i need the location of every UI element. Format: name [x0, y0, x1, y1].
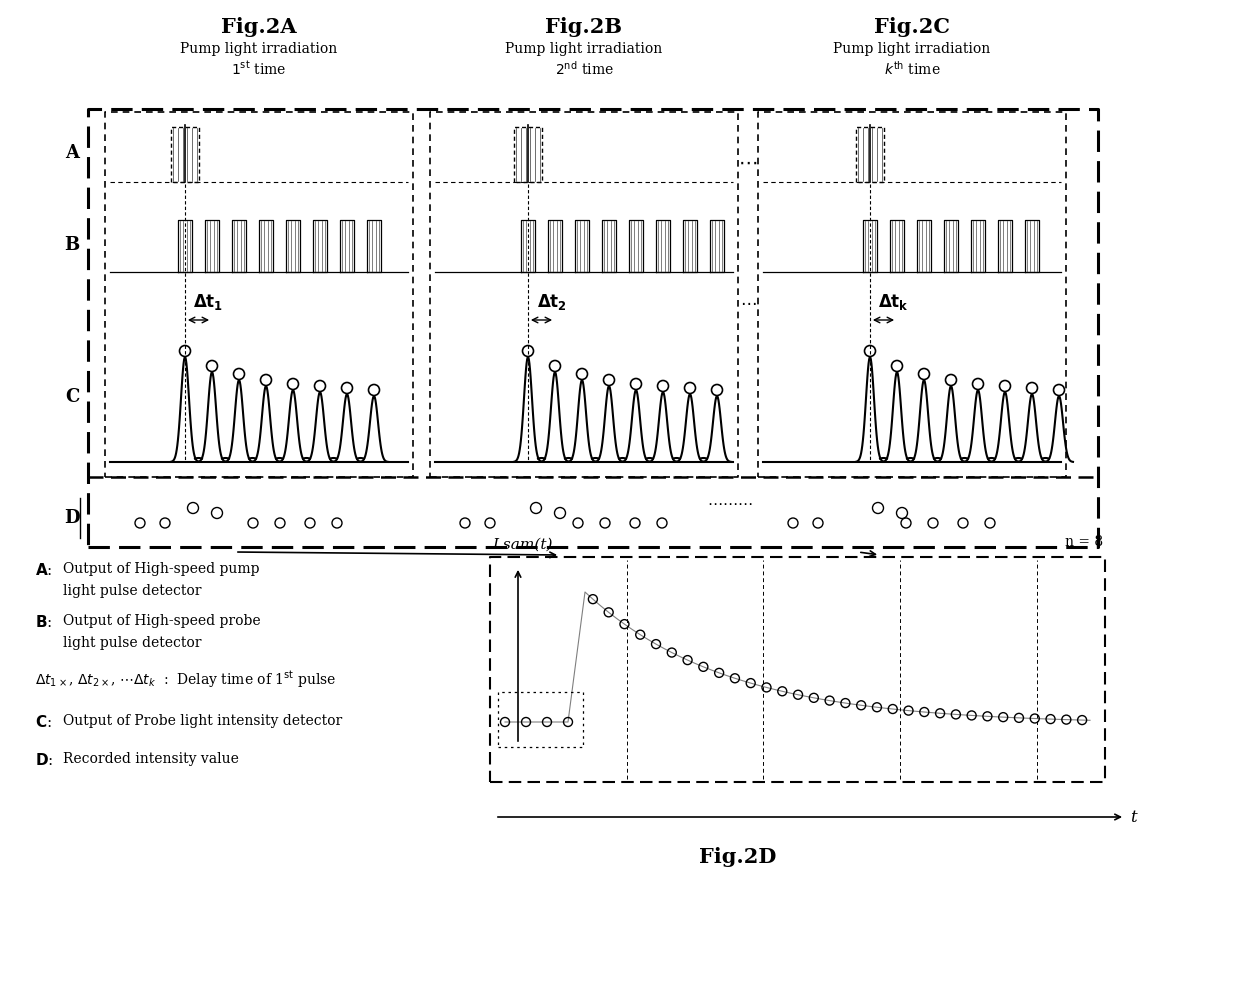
Text: A: A	[64, 144, 79, 162]
Text: D: D	[64, 509, 79, 527]
Text: $\mathbf{C}$:: $\mathbf{C}$:	[35, 714, 52, 730]
Text: $\cdots$: $\cdots$	[740, 293, 756, 311]
Text: n = 8: n = 8	[1065, 535, 1104, 549]
Text: Pump light irradiation: Pump light irradiation	[506, 42, 662, 56]
Text: Fig.2D: Fig.2D	[699, 847, 776, 867]
Text: light pulse detector: light pulse detector	[63, 584, 201, 598]
Text: I sam(t): I sam(t)	[492, 538, 553, 552]
Text: $k^{\mathrm{th}}$ time: $k^{\mathrm{th}}$ time	[884, 60, 940, 78]
Text: $1^{\mathrm{st}}$ time: $1^{\mathrm{st}}$ time	[232, 60, 286, 78]
Text: Pump light irradiation: Pump light irradiation	[833, 42, 991, 56]
Text: $\cdots\cdots\cdots$: $\cdots\cdots\cdots$	[707, 495, 753, 510]
Text: $\mathbf{\Delta t_2}$: $\mathbf{\Delta t_2}$	[537, 292, 567, 312]
Text: Fig.2C: Fig.2C	[874, 17, 950, 37]
Text: Fig.2A: Fig.2A	[221, 17, 296, 37]
Text: $\mathbf{\Delta t_k}$: $\mathbf{\Delta t_k}$	[878, 292, 909, 312]
Text: $\mathbf{D}$:: $\mathbf{D}$:	[35, 752, 53, 768]
Text: $\mathbf{\Delta t_1}$: $\mathbf{\Delta t_1}$	[193, 292, 223, 312]
Text: $\mathbf{B}$:: $\mathbf{B}$:	[35, 614, 52, 630]
Text: t: t	[1130, 808, 1137, 826]
Text: Pump light irradiation: Pump light irradiation	[180, 42, 337, 56]
Text: Fig.2B: Fig.2B	[546, 17, 622, 37]
Text: Output of Probe light intensity detector: Output of Probe light intensity detector	[63, 714, 342, 728]
Text: $\Delta t_{1\times}$, $\Delta t_{2\times}$, $\cdots\Delta t_{k}$  :  Delay time : $\Delta t_{1\times}$, $\Delta t_{2\times…	[35, 669, 336, 689]
Text: Output of High-speed pump: Output of High-speed pump	[63, 562, 259, 576]
Text: $2^{\mathrm{nd}}$ time: $2^{\mathrm{nd}}$ time	[554, 60, 614, 78]
Text: light pulse detector: light pulse detector	[63, 636, 201, 650]
Text: $\mathbf{A}$:: $\mathbf{A}$:	[35, 562, 52, 578]
Text: $\cdots$: $\cdots$	[738, 152, 758, 172]
Text: C: C	[64, 388, 79, 406]
Text: B: B	[64, 236, 79, 253]
Text: Recorded intensity value: Recorded intensity value	[63, 752, 239, 766]
Text: Output of High-speed probe: Output of High-speed probe	[63, 614, 260, 628]
